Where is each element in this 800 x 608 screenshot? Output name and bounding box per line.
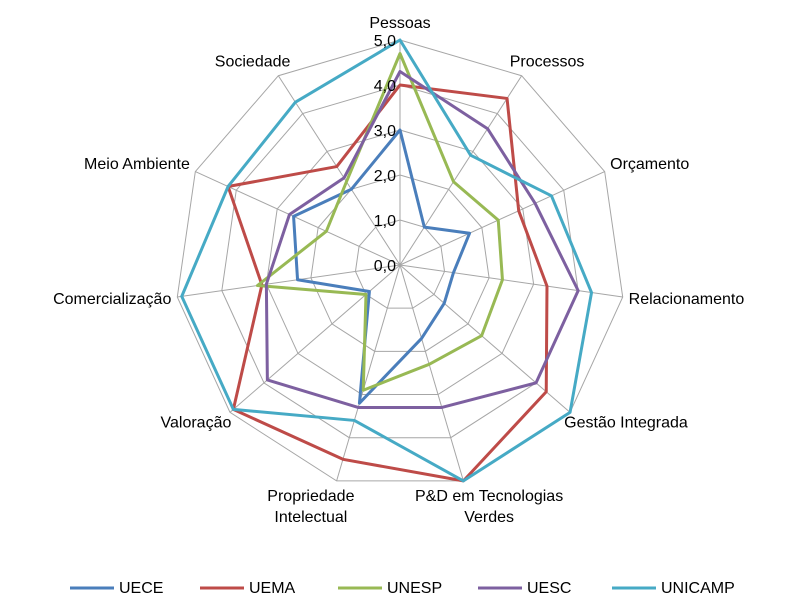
legend-label: UEMA — [249, 580, 296, 597]
category-label: Sociedade — [214, 53, 291, 71]
category-label: Propriedade Intelectual — [267, 487, 355, 526]
category-label: Valoração — [160, 414, 232, 432]
spoke — [399, 264, 464, 482]
legend-label: UNICAMP — [661, 580, 735, 597]
series-line — [180, 38, 594, 483]
r-tick-label: 1,0 — [374, 213, 396, 230]
spoke — [229, 264, 401, 413]
legend-item: UNESP — [338, 580, 442, 597]
category-label: Relacionamento — [628, 290, 745, 308]
spoke — [399, 264, 571, 413]
grid-ring — [176, 39, 624, 482]
category-label: Orçamento — [610, 156, 690, 174]
legend-item: UECE — [70, 580, 163, 597]
legend-label: UECE — [119, 580, 163, 597]
r-tick-label: 4,0 — [374, 78, 396, 95]
grid-ring — [310, 174, 490, 352]
category-label: Gestão Integrada — [564, 414, 688, 432]
series-line — [292, 128, 472, 405]
series-line — [264, 70, 580, 409]
spoke — [277, 75, 401, 266]
grid-ring — [221, 84, 579, 439]
legend-item: UESC — [478, 580, 571, 597]
category-label: Comercialização — [53, 290, 172, 308]
legend-item: UNICAMP — [612, 580, 735, 597]
r-tick-label: 5,0 — [374, 33, 396, 50]
category-label: Pessoas — [369, 15, 431, 32]
legend-item: UEMA — [200, 580, 296, 597]
legend-label: UESC — [527, 580, 571, 597]
series-line — [226, 83, 549, 483]
category-label: Meio Ambiente — [84, 156, 190, 174]
spoke — [399, 264, 623, 298]
category-label: Processos — [509, 53, 585, 71]
legend-label: UNESP — [387, 580, 442, 597]
grid-ring — [265, 129, 535, 396]
r-tick-label: 3,0 — [374, 123, 396, 140]
r-tick-label: 2,0 — [374, 168, 396, 185]
spoke — [336, 264, 401, 482]
series-line — [255, 52, 504, 392]
category-label: P&D em Tecnologias Verdes — [414, 487, 564, 526]
spoke — [177, 264, 401, 298]
grid-ring — [354, 219, 446, 309]
spoke — [399, 75, 523, 266]
spoke — [399, 171, 605, 266]
r-tick-label: 0,0 — [374, 258, 396, 275]
